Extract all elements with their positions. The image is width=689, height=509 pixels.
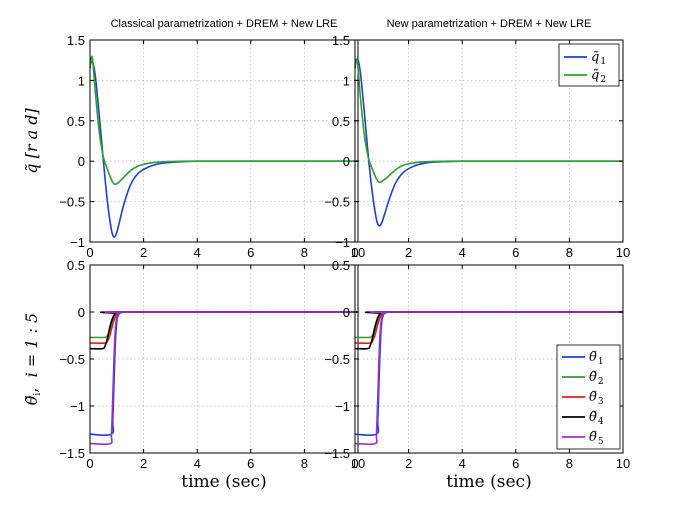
y-tick-label: 1.5 xyxy=(332,33,350,48)
y-tick-label: 0.5 xyxy=(332,114,350,129)
series-line-5 xyxy=(89,311,359,446)
y-tick-label: −0.5 xyxy=(59,195,85,210)
panel-title: Classical parametrization + DREM + New L… xyxy=(111,18,338,30)
plot-frame xyxy=(89,39,359,243)
y-tick-label: −1 xyxy=(70,399,85,414)
plot-frame xyxy=(354,39,624,243)
series-line-2 xyxy=(89,55,358,186)
y-axis-label-top: q̃ [r a d] xyxy=(22,108,41,174)
y-tick-label: −1 xyxy=(335,235,350,250)
x-tick-label: 10 xyxy=(351,245,365,260)
x-tick-label: 4 xyxy=(459,456,466,471)
y-tick-label: 0 xyxy=(78,305,85,320)
legend: q̃1 q̃2 xyxy=(558,43,620,87)
series-line-1 xyxy=(89,61,358,238)
y-tick-label: 0 xyxy=(78,154,85,169)
x-tick-label: 10 xyxy=(351,456,365,471)
x-tick-label: 6 xyxy=(247,245,254,260)
y-tick-label: 1 xyxy=(343,73,350,88)
x-tick-label: 8 xyxy=(301,456,308,471)
x-tick-label: 6 xyxy=(512,245,519,260)
series-line-3 xyxy=(354,311,624,344)
y-tick-label: −0.5 xyxy=(324,195,350,210)
y-tick-label: −1.5 xyxy=(59,446,85,461)
x-tick-label: 4 xyxy=(459,245,466,260)
y-tick-label: 1.5 xyxy=(67,33,85,48)
x-tick-label: 6 xyxy=(247,456,254,471)
x-tick-label: 2 xyxy=(140,245,147,260)
legend-box xyxy=(558,43,620,87)
x-tick-label: 8 xyxy=(566,245,573,260)
series-line-2 xyxy=(354,58,623,184)
series-line-4 xyxy=(89,311,359,350)
series-line-2 xyxy=(354,311,624,339)
x-tick-label: 8 xyxy=(301,245,308,260)
x-tick-label: 0 xyxy=(86,456,93,471)
series-line-2 xyxy=(89,311,359,339)
x-axis-label: time (sec) xyxy=(181,472,266,492)
x-tick-label: 4 xyxy=(194,245,201,260)
y-tick-label: 0.5 xyxy=(332,258,350,273)
panel-top-left: Classical parametrization + DREM + New L… xyxy=(59,18,365,260)
y-tick-label: 1 xyxy=(78,73,85,88)
x-tick-label: 0 xyxy=(351,456,358,471)
panel-bottom-left: 0 2 4 6 8 10−1.5−1−0.500.5 time (sec) xyxy=(59,258,365,492)
x-tick-label: 2 xyxy=(405,456,412,471)
y-tick-label: −0.5 xyxy=(324,352,350,367)
panel-top-right: New parametrization + DREM + New LRE 0 2 4… xyxy=(324,18,630,260)
y-tick-label: 0 xyxy=(343,154,350,169)
x-tick-label: 0 xyxy=(86,245,93,260)
y-tick-label: −1 xyxy=(335,399,350,414)
x-tick-label: 2 xyxy=(405,245,412,260)
y-axis-label-bottom: θ̃i, i = 1 : 5 xyxy=(22,313,43,405)
x-tick-label: 10 xyxy=(616,245,630,260)
panel-title: New parametrization + DREM + New LRE xyxy=(387,18,592,30)
y-tick-label: −1.5 xyxy=(324,446,350,461)
y-tick-label: 0.5 xyxy=(67,258,85,273)
x-tick-label: 6 xyxy=(512,456,519,471)
y-tick-label: 0 xyxy=(343,305,350,320)
x-tick-label: 8 xyxy=(566,456,573,471)
series-line-5 xyxy=(354,311,624,446)
x-axis-label: time (sec) xyxy=(446,472,531,492)
x-tick-label: 10 xyxy=(616,456,630,471)
x-tick-label: 2 xyxy=(140,456,147,471)
legend: θ̃1 θ̃2 θ̃3 θ̃4 θ̃5 xyxy=(556,344,621,450)
series-line-1 xyxy=(89,311,359,437)
y-tick-label: −0.5 xyxy=(59,352,85,367)
y-tick-label: −1 xyxy=(70,235,85,250)
panel-bottom-right: 0 2 4 6 8 10−1.5−1−0.500.5 time (sec) θ̃1 θ̃2… xyxy=(324,258,630,492)
series-line-3 xyxy=(89,311,359,344)
x-tick-label: 4 xyxy=(194,456,201,471)
series-line-4 xyxy=(354,311,624,350)
y-tick-label: 0.5 xyxy=(67,114,85,129)
x-tick-label: 0 xyxy=(351,245,358,260)
